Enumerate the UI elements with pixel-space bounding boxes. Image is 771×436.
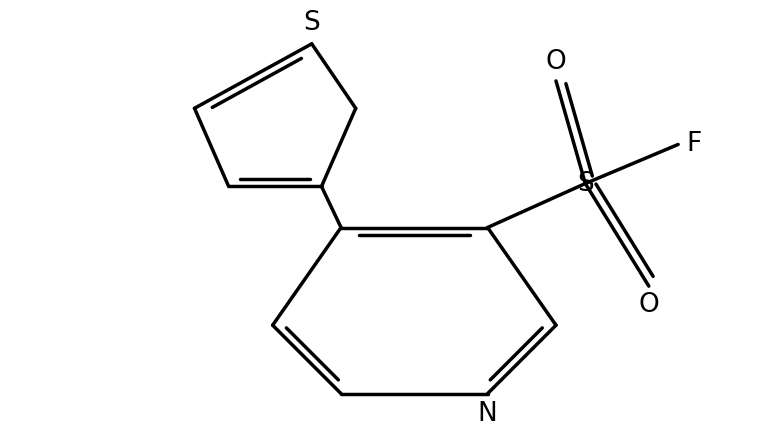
Text: O: O (546, 49, 567, 75)
Text: S: S (577, 170, 594, 197)
Text: F: F (686, 131, 701, 157)
Text: O: O (638, 292, 659, 318)
Text: S: S (303, 10, 320, 36)
Text: N: N (478, 402, 497, 427)
